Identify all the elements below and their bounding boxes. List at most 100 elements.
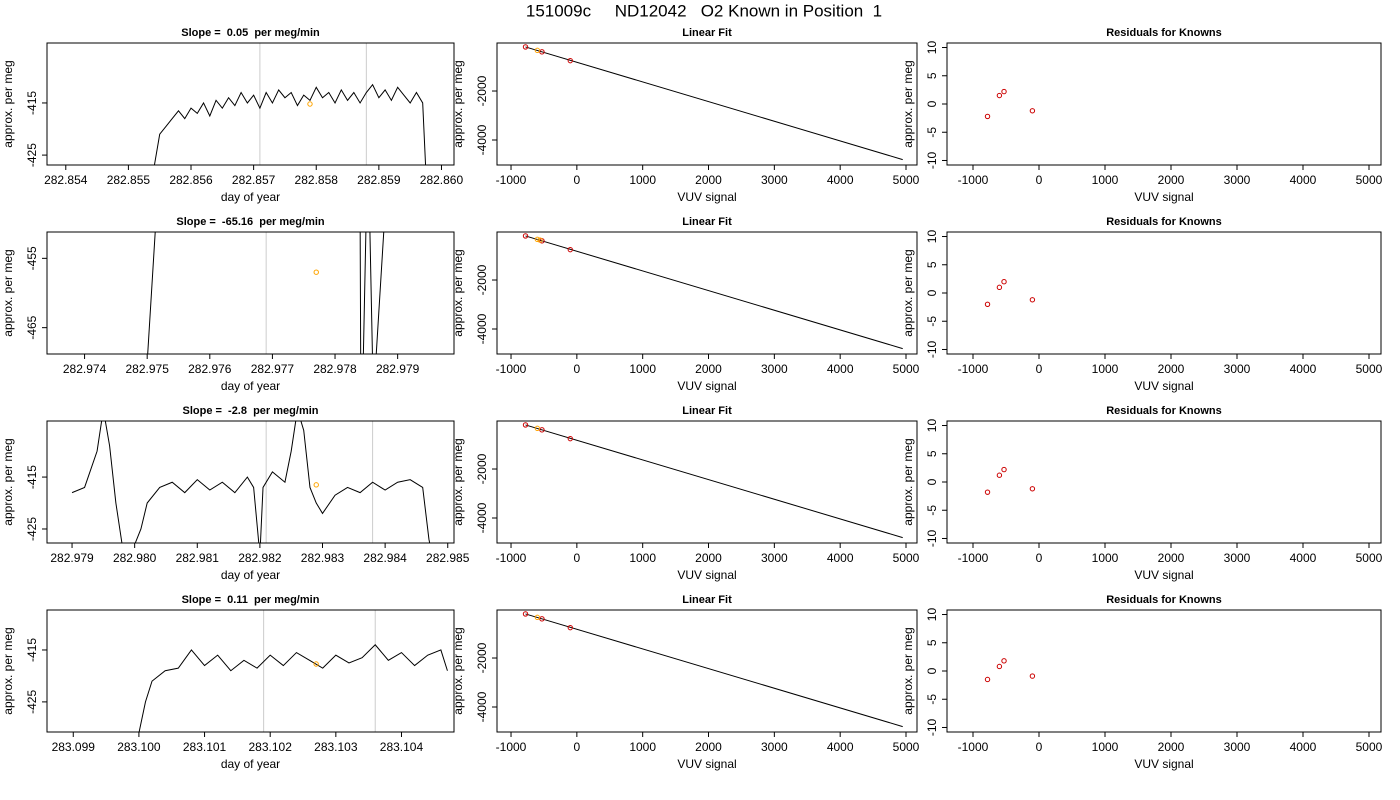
x-tick-label: 1000	[1092, 740, 1119, 754]
x-tick-label: 0	[574, 173, 581, 187]
y-tick-label: -10	[925, 529, 939, 547]
y-tick-label: 0	[925, 478, 939, 485]
panel-title: Slope = 0.05 per meg/min	[181, 27, 320, 39]
panel-title: Residuals for Knowns	[1106, 594, 1222, 606]
y-tick-label: -455	[25, 246, 39, 270]
y-tick-label: -465	[25, 315, 39, 339]
x-tick-label: 1000	[629, 551, 656, 565]
y-tick-label: 5	[925, 639, 939, 646]
y-tick-label: -10	[925, 340, 939, 358]
data-point	[522, 611, 529, 617]
y-tick-label: 5	[925, 72, 939, 79]
panel-title: Slope = 0.11 per meg/min	[182, 594, 320, 606]
data-point	[539, 49, 545, 55]
x-tick-label: 4000	[1290, 551, 1317, 565]
x-tick-label: 2000	[695, 551, 722, 565]
x-axis-label: day of year	[221, 568, 280, 582]
y-tick-label: 10	[925, 41, 939, 55]
y-axis-label: approx. per meg	[451, 438, 465, 525]
x-tick-label: -1000	[958, 362, 989, 376]
data-point	[539, 427, 545, 433]
x-tick-label: 2000	[1158, 173, 1185, 187]
x-tick-label: 5000	[1356, 173, 1383, 187]
x-tick-label: 0	[574, 740, 581, 754]
data-line	[147, 232, 385, 354]
plot-area	[984, 279, 1036, 307]
x-tick-label: 4000	[1290, 740, 1317, 754]
x-tick-label: 5000	[1356, 362, 1383, 376]
plot-area	[984, 466, 1036, 495]
y-tick-label: -415	[25, 465, 39, 489]
y-tick-label: -2000	[475, 642, 489, 673]
x-tick-label: 283.104	[380, 740, 424, 754]
data-point	[996, 284, 1003, 291]
x-tick-label: 5000	[893, 740, 920, 754]
panel-title: Residuals for Knowns	[1106, 405, 1222, 417]
x-tick-label: 0	[574, 551, 581, 565]
data-point	[313, 482, 319, 488]
x-tick-label: -1000	[496, 740, 527, 754]
data-point	[534, 236, 541, 243]
y-tick-label: -415	[25, 638, 39, 662]
x-tick-label: 282.975	[125, 362, 169, 376]
data-line	[525, 235, 903, 350]
x-tick-label: -1000	[496, 362, 527, 376]
x-tick-label: 0	[1036, 551, 1043, 565]
x-tick-label: 283.099	[52, 740, 96, 754]
data-point	[1029, 673, 1036, 679]
y-tick-label: -4000	[475, 502, 489, 533]
y-tick-label: 5	[925, 450, 939, 457]
y-tick-label: 10	[925, 608, 939, 622]
x-tick-label: 5000	[1356, 740, 1383, 754]
x-tick-label: 282.858	[295, 173, 339, 187]
y-tick-label: -5	[925, 127, 939, 138]
plot-area	[522, 611, 903, 728]
data-point	[313, 661, 319, 667]
panel-title: Linear Fit	[682, 405, 732, 417]
panel-title: Linear Fit	[682, 594, 732, 606]
plot-area	[984, 88, 1036, 120]
x-tick-label: -1000	[958, 740, 989, 754]
x-tick-label: 1000	[1092, 551, 1119, 565]
plot-area	[153, 43, 427, 165]
x-tick-label: 1000	[629, 740, 656, 754]
plot-area	[71, 421, 431, 543]
y-tick-label: -10	[925, 151, 939, 169]
data-point	[984, 301, 991, 307]
x-tick-label: 3000	[761, 362, 788, 376]
x-axis-label: VUV signal	[677, 379, 736, 393]
x-tick-label: 282.982	[238, 551, 282, 565]
x-tick-label: 4000	[827, 740, 854, 754]
plot-frame	[46, 231, 455, 355]
y-tick-label: -4000	[475, 124, 489, 155]
x-tick-label: 2000	[695, 740, 722, 754]
x-axis-label: VUV signal	[677, 568, 736, 582]
y-axis-label: approx. per meg	[901, 60, 915, 147]
x-tick-label: 5000	[893, 551, 920, 565]
y-axis-label: approx. per meg	[901, 627, 915, 714]
data-point	[984, 489, 991, 495]
plot-frame	[946, 231, 1382, 355]
x-tick-label: -1000	[958, 173, 989, 187]
x-tick-label: 1000	[1092, 173, 1119, 187]
x-tick-label: 282.977	[251, 362, 295, 376]
plot-frame	[46, 42, 455, 166]
panel-title: Slope = -2.8 per meg/min	[182, 405, 318, 417]
y-axis-label: approx. per meg	[901, 249, 915, 336]
x-tick-label: 1000	[629, 362, 656, 376]
data-point	[313, 269, 319, 275]
panel-title: Linear Fit	[682, 27, 732, 39]
plot-area	[522, 233, 903, 350]
y-tick-label: -2000	[475, 75, 489, 106]
plot-area	[147, 232, 385, 354]
plot-area	[522, 422, 903, 539]
data-point	[1029, 297, 1036, 303]
y-tick-label: 0	[925, 289, 939, 296]
data-line	[153, 83, 427, 165]
data-point	[567, 246, 573, 253]
data-point	[567, 435, 573, 442]
data-point	[984, 676, 991, 683]
y-tick-label: -425	[25, 517, 39, 541]
plot-frame	[496, 231, 918, 355]
